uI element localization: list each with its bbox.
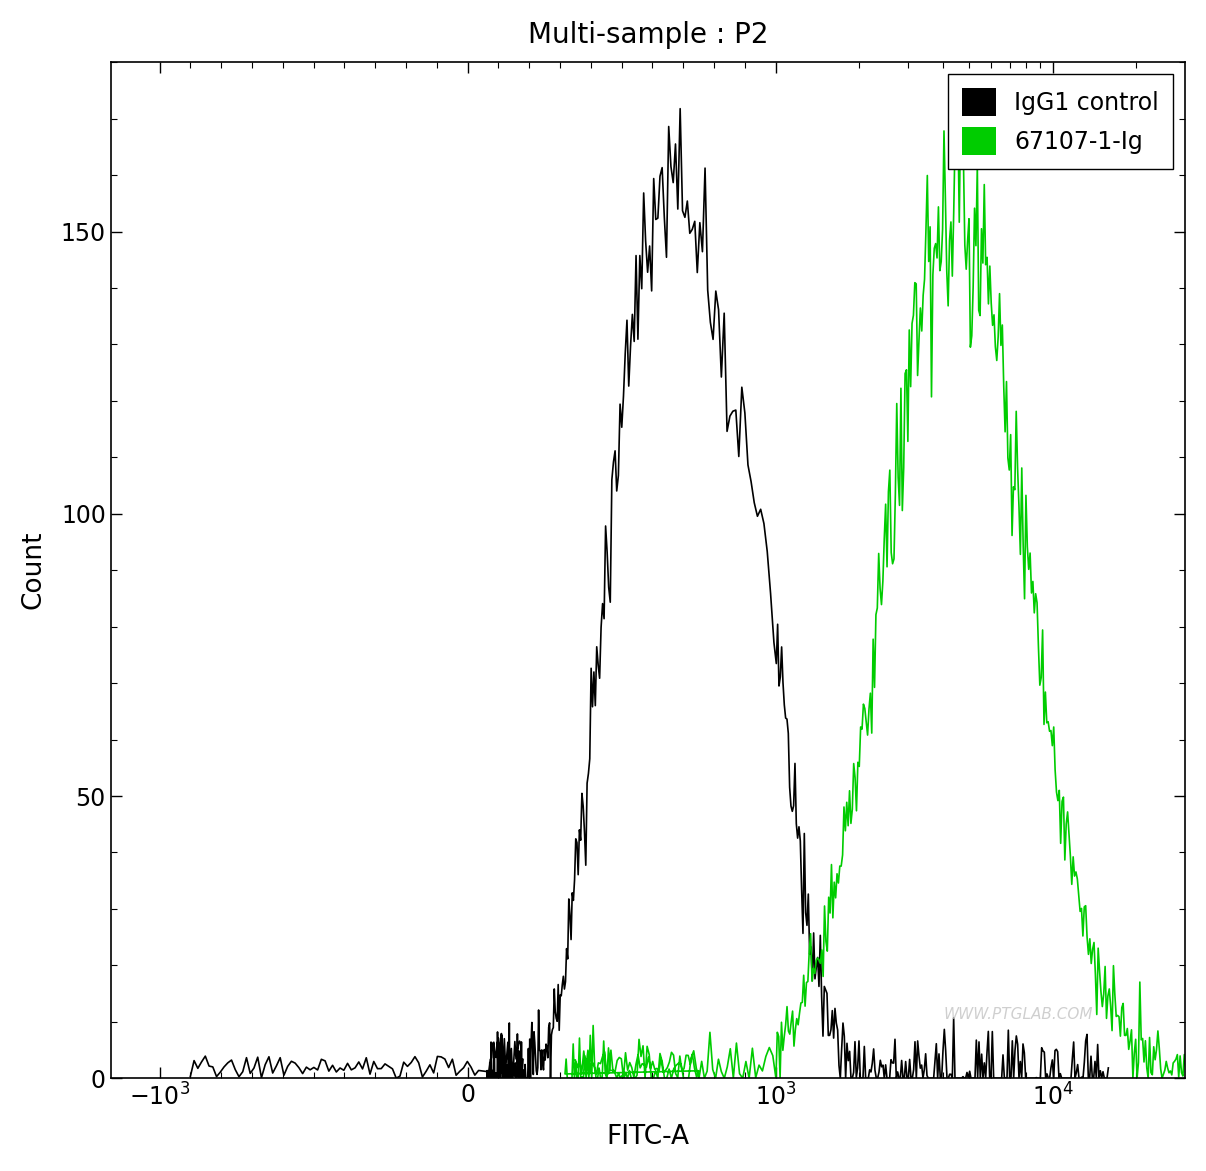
67107-1-Ig [1052, 783, 1066, 797]
67107-1-Ig [954, 101, 968, 115]
67107-1-Ig [568, 1053, 582, 1067]
67107-1-Ig [560, 1071, 574, 1086]
67107-1-Ig [1095, 1000, 1110, 1014]
IgG1 control [1101, 1061, 1116, 1075]
67107-1-Ig [665, 1046, 679, 1060]
Title: Multi-sample : P2: Multi-sample : P2 [528, 21, 768, 49]
Text: WWW.PTGLAB.COM: WWW.PTGLAB.COM [943, 1007, 1093, 1022]
IgG1 control [609, 484, 624, 498]
Y-axis label: Count: Count [21, 530, 47, 609]
Line: IgG1 control: IgG1 control [191, 109, 1108, 1078]
X-axis label: FITC-A: FITC-A [607, 1124, 690, 1150]
Legend: IgG1 control, 67107-1-Ig: IgG1 control, 67107-1-Ig [948, 74, 1173, 169]
IgG1 control [183, 1069, 198, 1083]
IgG1 control [650, 211, 665, 225]
IgG1 control [784, 799, 798, 813]
IgG1 control [673, 102, 687, 116]
67107-1-Ig [576, 1045, 591, 1059]
IgG1 control [900, 1071, 914, 1086]
IgG1 control [668, 137, 683, 151]
IgG1 control [849, 1070, 863, 1084]
Line: 67107-1-Ig: 67107-1-Ig [564, 108, 1206, 1078]
IgG1 control [480, 1071, 494, 1086]
